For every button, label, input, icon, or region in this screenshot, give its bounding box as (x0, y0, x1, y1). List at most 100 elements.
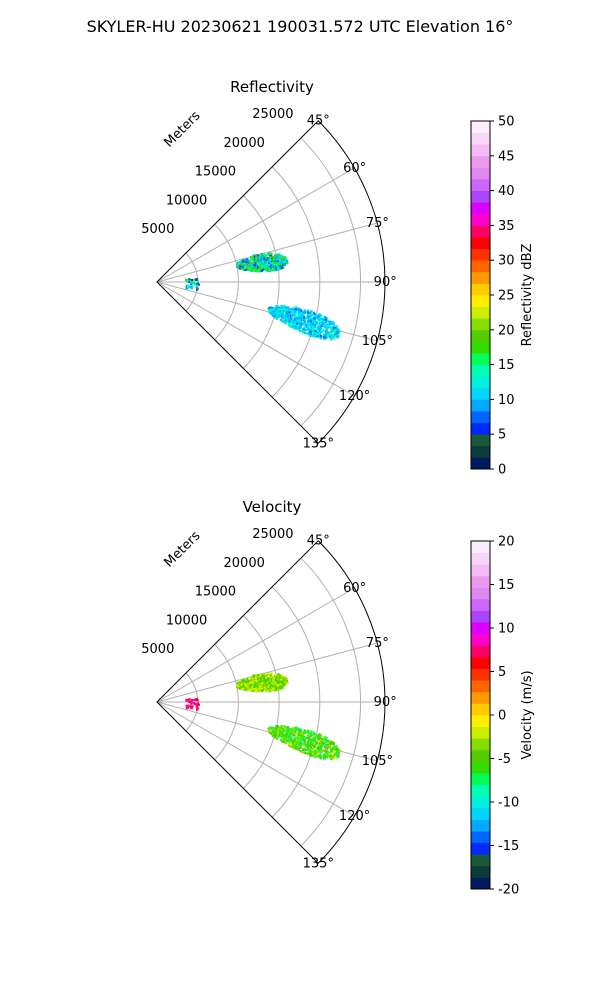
echo-gate (303, 746, 306, 749)
echo-gate (280, 679, 283, 682)
echo-gate (307, 735, 310, 738)
colorbar-swatch (471, 761, 490, 774)
echo-gate (287, 726, 290, 729)
colorbar-swatch (471, 564, 490, 577)
echo-gate (274, 266, 277, 270)
echo-gate (313, 748, 316, 751)
echo-gate (303, 318, 306, 322)
echo-gate (269, 677, 272, 680)
echo-gate (251, 678, 254, 681)
echo-gate (266, 682, 269, 685)
echo-gate (307, 310, 310, 313)
echo-gate (336, 336, 339, 339)
echo-gate (304, 748, 307, 751)
echo-gate (319, 326, 322, 329)
echo-gate (298, 326, 301, 329)
echo-gate (312, 753, 315, 756)
echo-gate (318, 316, 321, 319)
echo-gate (278, 310, 281, 314)
echo-gate (323, 757, 326, 760)
echo-gate (284, 726, 287, 729)
echo-gate (280, 255, 284, 258)
echo-gate (337, 755, 340, 758)
echo-gate (280, 305, 283, 308)
echo-gate (290, 316, 293, 320)
echo-gate (319, 754, 323, 758)
reflectivity-panel: Reflectivity45°60°75°90°105°120°135°5000… (141, 78, 535, 478)
echo-gate (291, 325, 294, 328)
colorbar-swatch (471, 819, 490, 832)
echo-gate (317, 750, 320, 753)
echo-gate (259, 680, 262, 683)
echo-gate (268, 728, 271, 731)
echo-gate (249, 679, 252, 682)
echo-gate (266, 677, 269, 680)
echo-gate (310, 733, 313, 736)
echo-gate (335, 745, 338, 748)
echo-gate (324, 334, 327, 337)
echo-gate (334, 750, 337, 754)
colorbar-tick-label: 5 (498, 665, 506, 680)
echo-gate (271, 265, 275, 268)
echo-gate (281, 256, 284, 259)
echo-gate (290, 738, 293, 741)
echo-gate (319, 757, 322, 760)
echo-gate (289, 320, 292, 323)
echo-gate (311, 749, 314, 752)
echo-gate (320, 749, 323, 752)
echo-gate (270, 689, 273, 692)
echo-gate (337, 335, 340, 338)
echo-gate (305, 745, 308, 748)
echo-gate (256, 687, 259, 690)
echo-gate (270, 252, 273, 255)
echo-gate (242, 265, 245, 268)
echo-gate (307, 319, 310, 322)
colorbar-swatch (471, 121, 490, 133)
colorbar-swatch (471, 132, 490, 145)
echo-gate (297, 328, 300, 331)
echo-gate (285, 320, 288, 323)
echo-gate (256, 677, 260, 680)
echo-gate (317, 735, 320, 738)
echo-gate (268, 726, 271, 729)
colorbar-swatch (471, 237, 490, 249)
echo-gate (251, 676, 254, 679)
echo-gate (307, 315, 310, 318)
echo-gate (309, 326, 313, 329)
echo-gate (270, 672, 273, 675)
echo-gate (262, 673, 265, 676)
echo-gate (282, 263, 285, 266)
echo-gate (285, 260, 288, 263)
echo-gate (314, 332, 317, 335)
echo-gate (307, 316, 310, 319)
echo-gate (305, 737, 308, 740)
echo-gate (270, 684, 273, 687)
echo-gate (276, 684, 279, 687)
echo-gate (244, 678, 247, 681)
azimuth-tick-label: 90° (374, 695, 397, 710)
echo-gate (302, 313, 305, 316)
echo-gate (190, 705, 193, 709)
echo-gate (275, 727, 278, 730)
echo-gate (185, 285, 188, 288)
echo-gate (285, 257, 288, 260)
echo-gate (324, 745, 327, 749)
echo-gate (309, 320, 312, 323)
echo-gate (269, 253, 272, 256)
echo-gate (280, 675, 284, 678)
echo-gate (251, 687, 254, 690)
echo-gate (282, 314, 285, 317)
colorbar-swatch (471, 657, 490, 669)
echo-region-north-cell (236, 252, 289, 273)
echo-gate (247, 264, 251, 267)
echo-gate (275, 732, 279, 735)
echo-gate (320, 315, 323, 318)
range-tick-label: 5000 (141, 642, 174, 657)
echo-gate (286, 736, 289, 739)
echo-gate (302, 751, 305, 754)
echo-gate (334, 330, 337, 334)
velocity-panel: Velocity 45° 60° 75° 90° 105° 120° 135° 5000 1000… (141, 498, 535, 898)
echo-gate (189, 705, 192, 708)
echo-gate (267, 689, 270, 692)
echo-gate (321, 742, 324, 745)
